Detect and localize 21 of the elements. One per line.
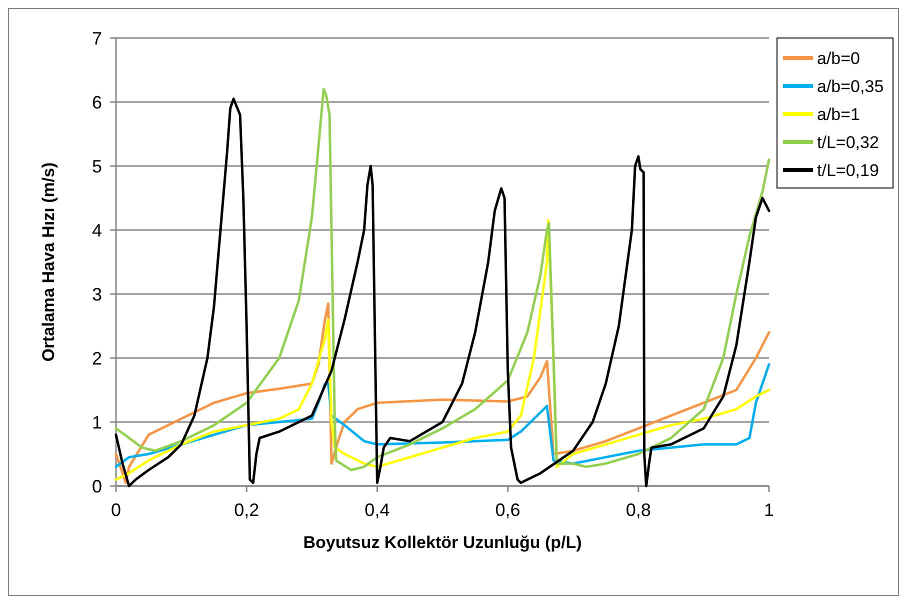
y-tick-label: 2: [92, 348, 102, 368]
x-tick-label: 0,4: [364, 500, 390, 520]
y-tick-label: 4: [92, 220, 102, 240]
legend-label: a/b=0,35: [817, 76, 884, 96]
y-tick-label: 6: [92, 92, 102, 112]
x-tick-label: 0: [110, 500, 122, 520]
y-axis-title: Ortalama Hava Hızı (m/s): [39, 162, 58, 362]
x-axis-title: Boyutsuz Kollektör Uzunluğu (p/L): [303, 533, 582, 552]
y-tick-label: 0: [92, 476, 102, 496]
x-tick-label: 0,8: [626, 500, 651, 520]
legend-label: t/L=0,19: [817, 160, 879, 180]
x-tick-label: 0,6: [495, 500, 520, 520]
legend-label: a/b=0: [817, 48, 860, 68]
y-tick-label: 5: [92, 156, 102, 176]
y-tick-label: 3: [92, 284, 102, 304]
legend-label: a/b=1: [817, 104, 860, 124]
x-tick-label: 0,2: [234, 500, 260, 520]
x-tick-label: 1: [764, 500, 774, 520]
y-tick-label: 7: [92, 28, 102, 48]
y-tick-label: 1: [92, 412, 102, 432]
legend-label: t/L=0,32: [817, 132, 879, 152]
